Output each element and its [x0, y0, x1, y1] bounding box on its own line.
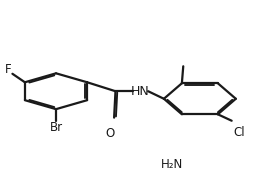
Text: F: F	[5, 63, 12, 76]
Text: Br: Br	[49, 121, 63, 134]
Text: Cl: Cl	[233, 126, 245, 139]
Text: H₂N: H₂N	[160, 158, 183, 171]
Text: HN: HN	[131, 85, 150, 98]
Text: O: O	[105, 127, 115, 140]
